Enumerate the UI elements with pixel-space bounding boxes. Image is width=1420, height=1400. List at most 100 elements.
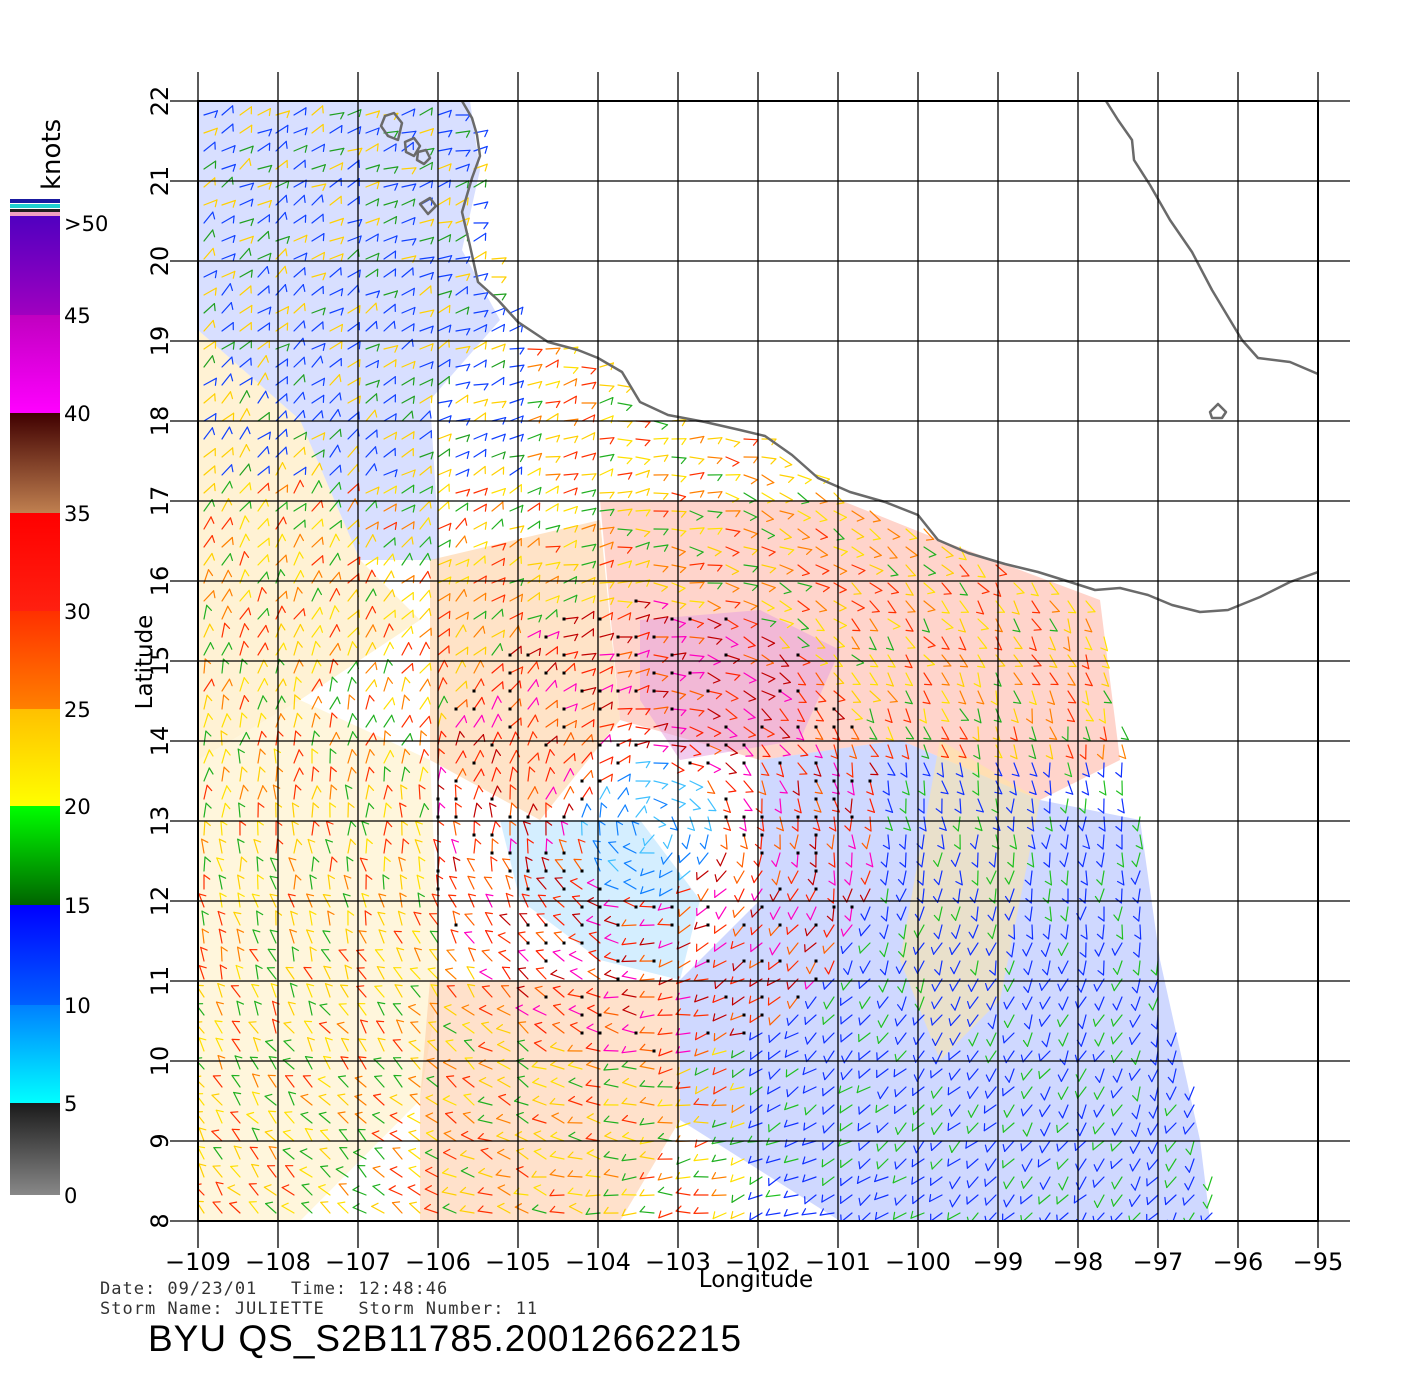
wind-barb xyxy=(894,1194,907,1206)
wind-barb xyxy=(495,1169,511,1178)
wind-barb xyxy=(311,480,323,494)
wind-barb xyxy=(365,217,380,226)
colorbar-band-45-50 xyxy=(10,216,60,315)
wind-barb xyxy=(743,672,757,684)
wind-barb xyxy=(491,433,506,442)
wind-barb xyxy=(347,219,363,227)
wind-barb xyxy=(275,695,286,710)
wind-barb xyxy=(552,985,565,998)
wind-barb xyxy=(797,600,810,613)
wind-barb xyxy=(604,1022,619,1034)
wind-barb xyxy=(599,786,611,800)
wind-barb xyxy=(257,642,269,656)
latitude-tick-label: 10 xyxy=(146,1046,174,1077)
wind-barb xyxy=(869,762,879,776)
wind-barb xyxy=(866,779,874,796)
wind-barb xyxy=(581,366,597,375)
wind-barb xyxy=(383,431,397,440)
wind-barb xyxy=(311,394,325,404)
wind-barb xyxy=(635,469,650,478)
wind-barb xyxy=(473,785,484,800)
wind-barb xyxy=(552,895,565,908)
wind-barb xyxy=(329,784,338,800)
wind-barb xyxy=(966,1086,979,1099)
wind-barb xyxy=(984,1176,997,1187)
wind-barb xyxy=(266,967,277,980)
wind-barb xyxy=(678,924,691,934)
wind-barb xyxy=(1093,1104,1105,1118)
wind-barb xyxy=(536,877,547,890)
wind-barb xyxy=(437,147,453,156)
wind-barb xyxy=(1030,582,1039,597)
wind-barb xyxy=(968,1032,979,1047)
wind-barb xyxy=(1085,708,1094,722)
wind-barb xyxy=(329,323,343,332)
wind-barb xyxy=(725,708,738,721)
wind-barb xyxy=(851,708,863,721)
wind-barb xyxy=(985,1158,997,1172)
wind-barb xyxy=(967,1104,979,1118)
wind-barb xyxy=(552,1003,565,1016)
wind-barb xyxy=(257,785,268,800)
wind-barb xyxy=(203,874,211,890)
wind-barb xyxy=(923,546,937,558)
wind-barb xyxy=(743,546,759,556)
wind-barb xyxy=(671,726,687,735)
wind-barb xyxy=(653,544,669,552)
wind-barb xyxy=(497,932,511,944)
wind-barb xyxy=(522,821,531,836)
wind-barb xyxy=(748,1191,763,1200)
wind-barb xyxy=(338,1129,349,1142)
wind-barb xyxy=(958,744,967,759)
wind-barb xyxy=(455,468,470,477)
wind-barb xyxy=(869,726,878,740)
wind-barb xyxy=(730,1157,745,1166)
wind-barb xyxy=(1004,870,1015,885)
swath-region-peak-winds xyxy=(640,610,840,760)
wind-barb xyxy=(639,973,655,981)
wind-barb xyxy=(257,142,271,152)
wind-barb xyxy=(983,1122,997,1132)
wind-barb xyxy=(203,678,215,692)
wind-barb xyxy=(212,1075,223,1088)
wind-barb xyxy=(347,802,355,818)
wind-barb xyxy=(455,394,469,404)
wind-barb xyxy=(1101,672,1110,687)
wind-barb xyxy=(904,690,913,705)
wind-barb xyxy=(973,672,982,688)
swath-region-strong-winds-south xyxy=(420,980,680,1221)
wind-barb xyxy=(455,286,468,296)
wind-barb xyxy=(921,744,930,759)
wind-barb xyxy=(410,985,421,998)
wind-barb xyxy=(221,253,236,262)
wind-barb xyxy=(653,706,669,714)
wind-barb xyxy=(1084,636,1093,651)
wind-barb xyxy=(1166,1032,1177,1047)
wind-barb xyxy=(311,695,323,710)
wind-barb xyxy=(617,600,633,609)
wind-barb xyxy=(473,575,487,584)
wind-barb xyxy=(293,503,307,512)
wind-barb xyxy=(1040,942,1051,957)
wind-barb xyxy=(750,1050,763,1060)
wind-barb xyxy=(711,1047,727,1056)
wind-barb xyxy=(460,1130,475,1142)
wind-barb xyxy=(768,1068,781,1080)
wind-barb xyxy=(419,607,432,620)
wind-barb xyxy=(309,910,317,926)
wind-barb xyxy=(264,1093,277,1106)
wind-barb xyxy=(568,1005,584,1017)
wind-barb xyxy=(311,123,324,134)
wind-barb xyxy=(541,856,550,873)
wind-barb xyxy=(479,968,493,980)
wind-barb xyxy=(599,632,615,641)
wind-barb xyxy=(653,798,668,809)
wind-barb xyxy=(401,167,417,175)
wind-barb xyxy=(254,1000,262,1016)
wind-barb xyxy=(221,802,231,818)
wind-barb xyxy=(653,780,669,790)
wind-barb xyxy=(689,690,704,701)
wind-barb xyxy=(779,582,792,595)
wind-barb xyxy=(221,713,232,728)
longitude-tick-label: −100 xyxy=(885,1248,951,1276)
